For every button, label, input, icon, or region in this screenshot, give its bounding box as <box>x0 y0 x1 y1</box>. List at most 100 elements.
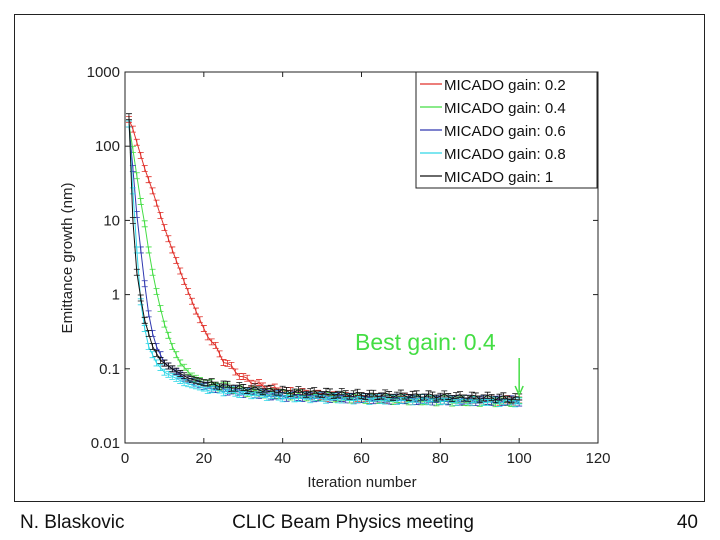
y-tick-label: 10 <box>103 212 120 229</box>
y-tick-label: 0.1 <box>99 361 120 378</box>
error-bar <box>244 374 251 382</box>
legend-item: MICADO gain: 0.8 <box>420 146 566 163</box>
error-bar <box>141 316 148 324</box>
error-bar <box>161 224 168 231</box>
error-bar <box>382 389 389 397</box>
error-bar <box>137 294 144 302</box>
x-tick-label: 0 <box>121 450 129 467</box>
error-bar <box>378 392 385 400</box>
legend: MICADO gain: 0.2 MICADO gain: 0.4 MICADO g… <box>415 71 598 189</box>
error-bar <box>149 329 156 337</box>
error-bar <box>145 343 152 350</box>
error-bar <box>216 383 223 391</box>
error-bar <box>153 343 160 350</box>
error-bar <box>409 398 416 406</box>
error-bar <box>374 393 381 401</box>
error-bar <box>350 397 357 405</box>
error-bar <box>153 199 160 207</box>
error-bar <box>484 391 491 399</box>
error-bar <box>263 385 270 393</box>
error-bar <box>429 391 436 399</box>
error-bar <box>185 374 192 382</box>
y-tick-label: 1 <box>112 287 120 304</box>
error-bar <box>267 384 274 392</box>
error-bar <box>366 398 373 405</box>
y-axis-label: Emittance growth (nm) <box>59 183 76 334</box>
legend-item: MICADO gain: 0.4 <box>420 100 566 117</box>
error-bar <box>149 343 156 350</box>
error-bar <box>149 351 156 359</box>
error-bar <box>468 391 475 399</box>
error-bar <box>256 386 263 394</box>
error-bar <box>200 325 207 332</box>
error-bar <box>165 331 172 339</box>
x-tick-label: 80 <box>432 450 449 467</box>
error-bar <box>189 297 196 305</box>
error-bar <box>401 392 408 400</box>
error-bar <box>496 393 503 401</box>
y-tick-label: 100 <box>95 138 120 155</box>
error-bar <box>185 368 192 376</box>
error-bar <box>133 268 140 276</box>
error-bar <box>299 388 306 396</box>
error-bar <box>192 307 199 315</box>
slide-frame <box>14 14 705 502</box>
error-bar <box>133 138 140 146</box>
error-bar <box>259 388 266 396</box>
error-bar <box>319 391 326 398</box>
error-bar <box>145 329 152 337</box>
error-bar <box>240 384 247 391</box>
error-bar <box>397 389 404 397</box>
legend-item: MICADO gain: 0.2 <box>420 77 566 94</box>
error-bar <box>397 396 404 404</box>
x-tick-label: 60 <box>353 450 370 467</box>
error-bar <box>433 394 440 402</box>
legend-label: MICADO gain: 0.8 <box>444 146 566 163</box>
error-bar <box>177 267 184 275</box>
error-bar <box>283 386 290 394</box>
error-bar <box>149 187 156 195</box>
error-bar <box>137 246 144 254</box>
error-bar <box>287 390 294 397</box>
error-bar <box>441 397 448 405</box>
error-bar <box>208 378 215 385</box>
error-bar <box>386 391 393 398</box>
error-bar <box>240 373 247 380</box>
error-bar <box>204 387 211 395</box>
error-bar <box>248 385 255 393</box>
error-bar <box>181 278 188 285</box>
error-bar <box>153 350 160 357</box>
error-bar <box>323 387 330 395</box>
error-bar <box>390 393 397 401</box>
error-bar <box>275 388 282 396</box>
series-layer <box>125 113 523 408</box>
arrow-head <box>514 385 524 397</box>
error-bar <box>177 359 184 367</box>
legend-label: MICADO gain: 0.4 <box>444 100 566 117</box>
error-bar <box>141 220 148 228</box>
error-bar <box>488 394 495 401</box>
series-5 <box>125 113 523 404</box>
error-bar <box>145 246 152 254</box>
error-bar <box>382 397 389 405</box>
error-bar <box>224 360 231 367</box>
error-bar <box>173 375 180 382</box>
x-tick-label: 100 <box>507 450 532 467</box>
error-bar <box>157 305 164 312</box>
error-bar <box>492 396 499 404</box>
error-bar <box>228 361 235 369</box>
error-bar <box>129 217 136 224</box>
error-bar <box>457 391 464 399</box>
error-bar <box>279 395 286 403</box>
error-bar <box>173 367 180 375</box>
error-bar <box>165 362 172 370</box>
error-bar <box>153 359 160 367</box>
footer-author: N. Blaskovic <box>20 512 125 533</box>
error-bar <box>232 368 239 376</box>
error-bar <box>295 386 302 393</box>
error-bar <box>161 320 168 328</box>
error-bar <box>346 392 353 400</box>
annotation-arrow <box>514 358 524 397</box>
error-bar <box>326 388 333 396</box>
